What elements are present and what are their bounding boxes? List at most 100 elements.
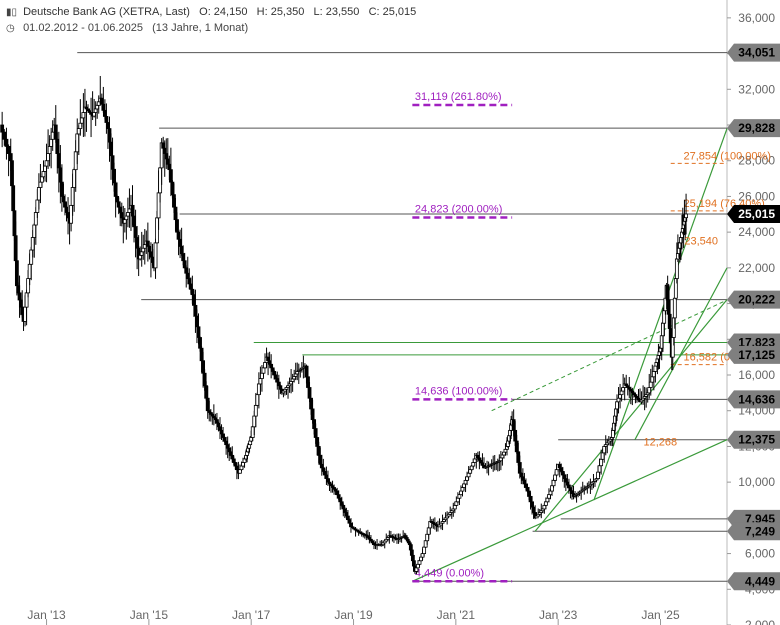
candle-body [231, 458, 236, 463]
price-tag: 12,375 [727, 430, 780, 449]
candle-body [112, 168, 116, 184]
y-tick-label: 28,000 [738, 154, 775, 168]
trendline [534, 299, 728, 532]
instrument-title: Deutsche Bank AG (XETRA, Last) [23, 6, 190, 18]
candle-body [307, 387, 312, 399]
price-tag-label: 34,051 [738, 46, 775, 60]
open-value: O: 24,150 [199, 6, 248, 18]
price-tag-label: 20,222 [738, 293, 775, 307]
candle-body [104, 116, 109, 123]
price-tag: 14,636 [727, 390, 780, 409]
x-tick-label: Jan '15 [130, 608, 169, 622]
x-tick-label: Jan '23 [539, 608, 578, 622]
candle-body [196, 326, 201, 338]
price-tag-label: 17,125 [738, 348, 775, 362]
candle-body [611, 429, 615, 438]
close-value: C: 25,015 [368, 6, 417, 18]
chart-header: ▮▯ Deutsche Bank AG (XETRA, Last) O: 24,… [6, 6, 416, 18]
candle-body [175, 219, 179, 233]
price-tag: 17,125 [727, 345, 780, 364]
candle-body [310, 408, 315, 421]
price-tag-label: 25,015 [738, 207, 775, 221]
x-tick-label: Jan '17 [232, 608, 271, 622]
candle-body [619, 390, 624, 396]
fib-purple-label: 31,119 (261.80%) [415, 91, 502, 103]
y-tick-label: 32,000 [738, 82, 775, 96]
x-tick-label: Jan '25 [641, 608, 680, 622]
y-tick-label: 10,000 [738, 475, 775, 489]
candle-body [113, 182, 118, 197]
candle-body [313, 428, 318, 438]
candle-body [409, 549, 414, 556]
price-tag-bg [727, 430, 780, 449]
fib-purple-label: 14,636 (100.00%) [415, 385, 502, 397]
price-tag-label: 12,375 [738, 433, 775, 447]
dashed-trendline [491, 299, 728, 412]
candle-body [653, 365, 658, 372]
candle-body [422, 546, 427, 554]
fib-orange-label: 27,854 (100.00%) [684, 150, 771, 162]
y-tick-label: 6,000 [745, 547, 775, 561]
price-tag-bg [727, 345, 780, 364]
duration: (13 Jahre, 1 Monat) [152, 22, 249, 34]
date-range-row: ◷ 01.02.2012 - 01.06.2025 (13 Jahre, 1 M… [6, 22, 248, 34]
candle-body [336, 494, 341, 499]
candle-body [4, 138, 9, 147]
price-tag-label: 29,828 [738, 121, 775, 135]
candle-body [517, 462, 522, 474]
candle-body [153, 242, 158, 269]
clock-icon: ◷ [6, 23, 15, 34]
y-tick-label: 16,000 [738, 368, 775, 382]
candlestick-icon: ▮▯ [6, 7, 18, 18]
price-tag-label: 14,636 [738, 392, 775, 406]
date-range: 01.02.2012 - 01.06.2025 [23, 22, 143, 34]
price-tag-bg [727, 390, 780, 409]
y-tick-label: 24,000 [738, 225, 775, 239]
fib-purple-label: 4,449 (0.00%) [415, 567, 484, 579]
x-tick-label: Jan '13 [27, 608, 66, 622]
y-tick-label: 2,000 [745, 618, 775, 625]
candle-body [648, 381, 653, 388]
price-tag-bg [727, 43, 780, 62]
trendline [634, 267, 728, 441]
candle-body [410, 554, 415, 562]
price-tag-bg [727, 522, 780, 541]
price-tag: 20,222 [727, 290, 780, 309]
y-tick-label: 36,000 [738, 11, 775, 25]
candle-body [253, 404, 258, 417]
y-tick-label: 26,000 [738, 189, 775, 203]
candle-body [599, 458, 604, 467]
candle-body [2, 131, 7, 140]
candle-body [543, 501, 548, 506]
candle-body [14, 260, 19, 287]
candle-body [530, 501, 534, 508]
price-tag: 4,449 [727, 572, 780, 591]
candle-body [457, 494, 462, 499]
candle-body [684, 213, 688, 219]
y-tick-label: 22,000 [738, 261, 775, 275]
price-tag-bg [727, 119, 780, 138]
high-value: H: 25,350 [256, 6, 305, 18]
fib-purple-label: 24,823 (200.00%) [415, 203, 502, 215]
candle-body [116, 201, 121, 208]
annotation-label: 12,268 [643, 437, 677, 449]
x-tick-label: Jan '21 [437, 608, 476, 622]
price-tag-bg [727, 572, 780, 591]
price-tag-bg [727, 205, 780, 224]
price-tag: 29,828 [727, 119, 780, 138]
candle-body [471, 462, 476, 467]
low-value: L: 23,550 [313, 6, 360, 18]
candle-body [672, 297, 677, 319]
price-tag-label: 4,449 [745, 574, 775, 588]
price-tag-bg [727, 290, 780, 309]
price-tag: 25,015 [727, 205, 780, 224]
price-tag: 34,051 [727, 43, 780, 62]
trendline [593, 128, 728, 501]
trendline [412, 439, 728, 582]
x-tick-label: Jan '19 [334, 608, 373, 622]
candle-body [0, 124, 5, 133]
annotation-label: 23,540 [684, 235, 718, 247]
price-tag: 7,249 [727, 522, 780, 541]
candle-body [269, 363, 274, 369]
